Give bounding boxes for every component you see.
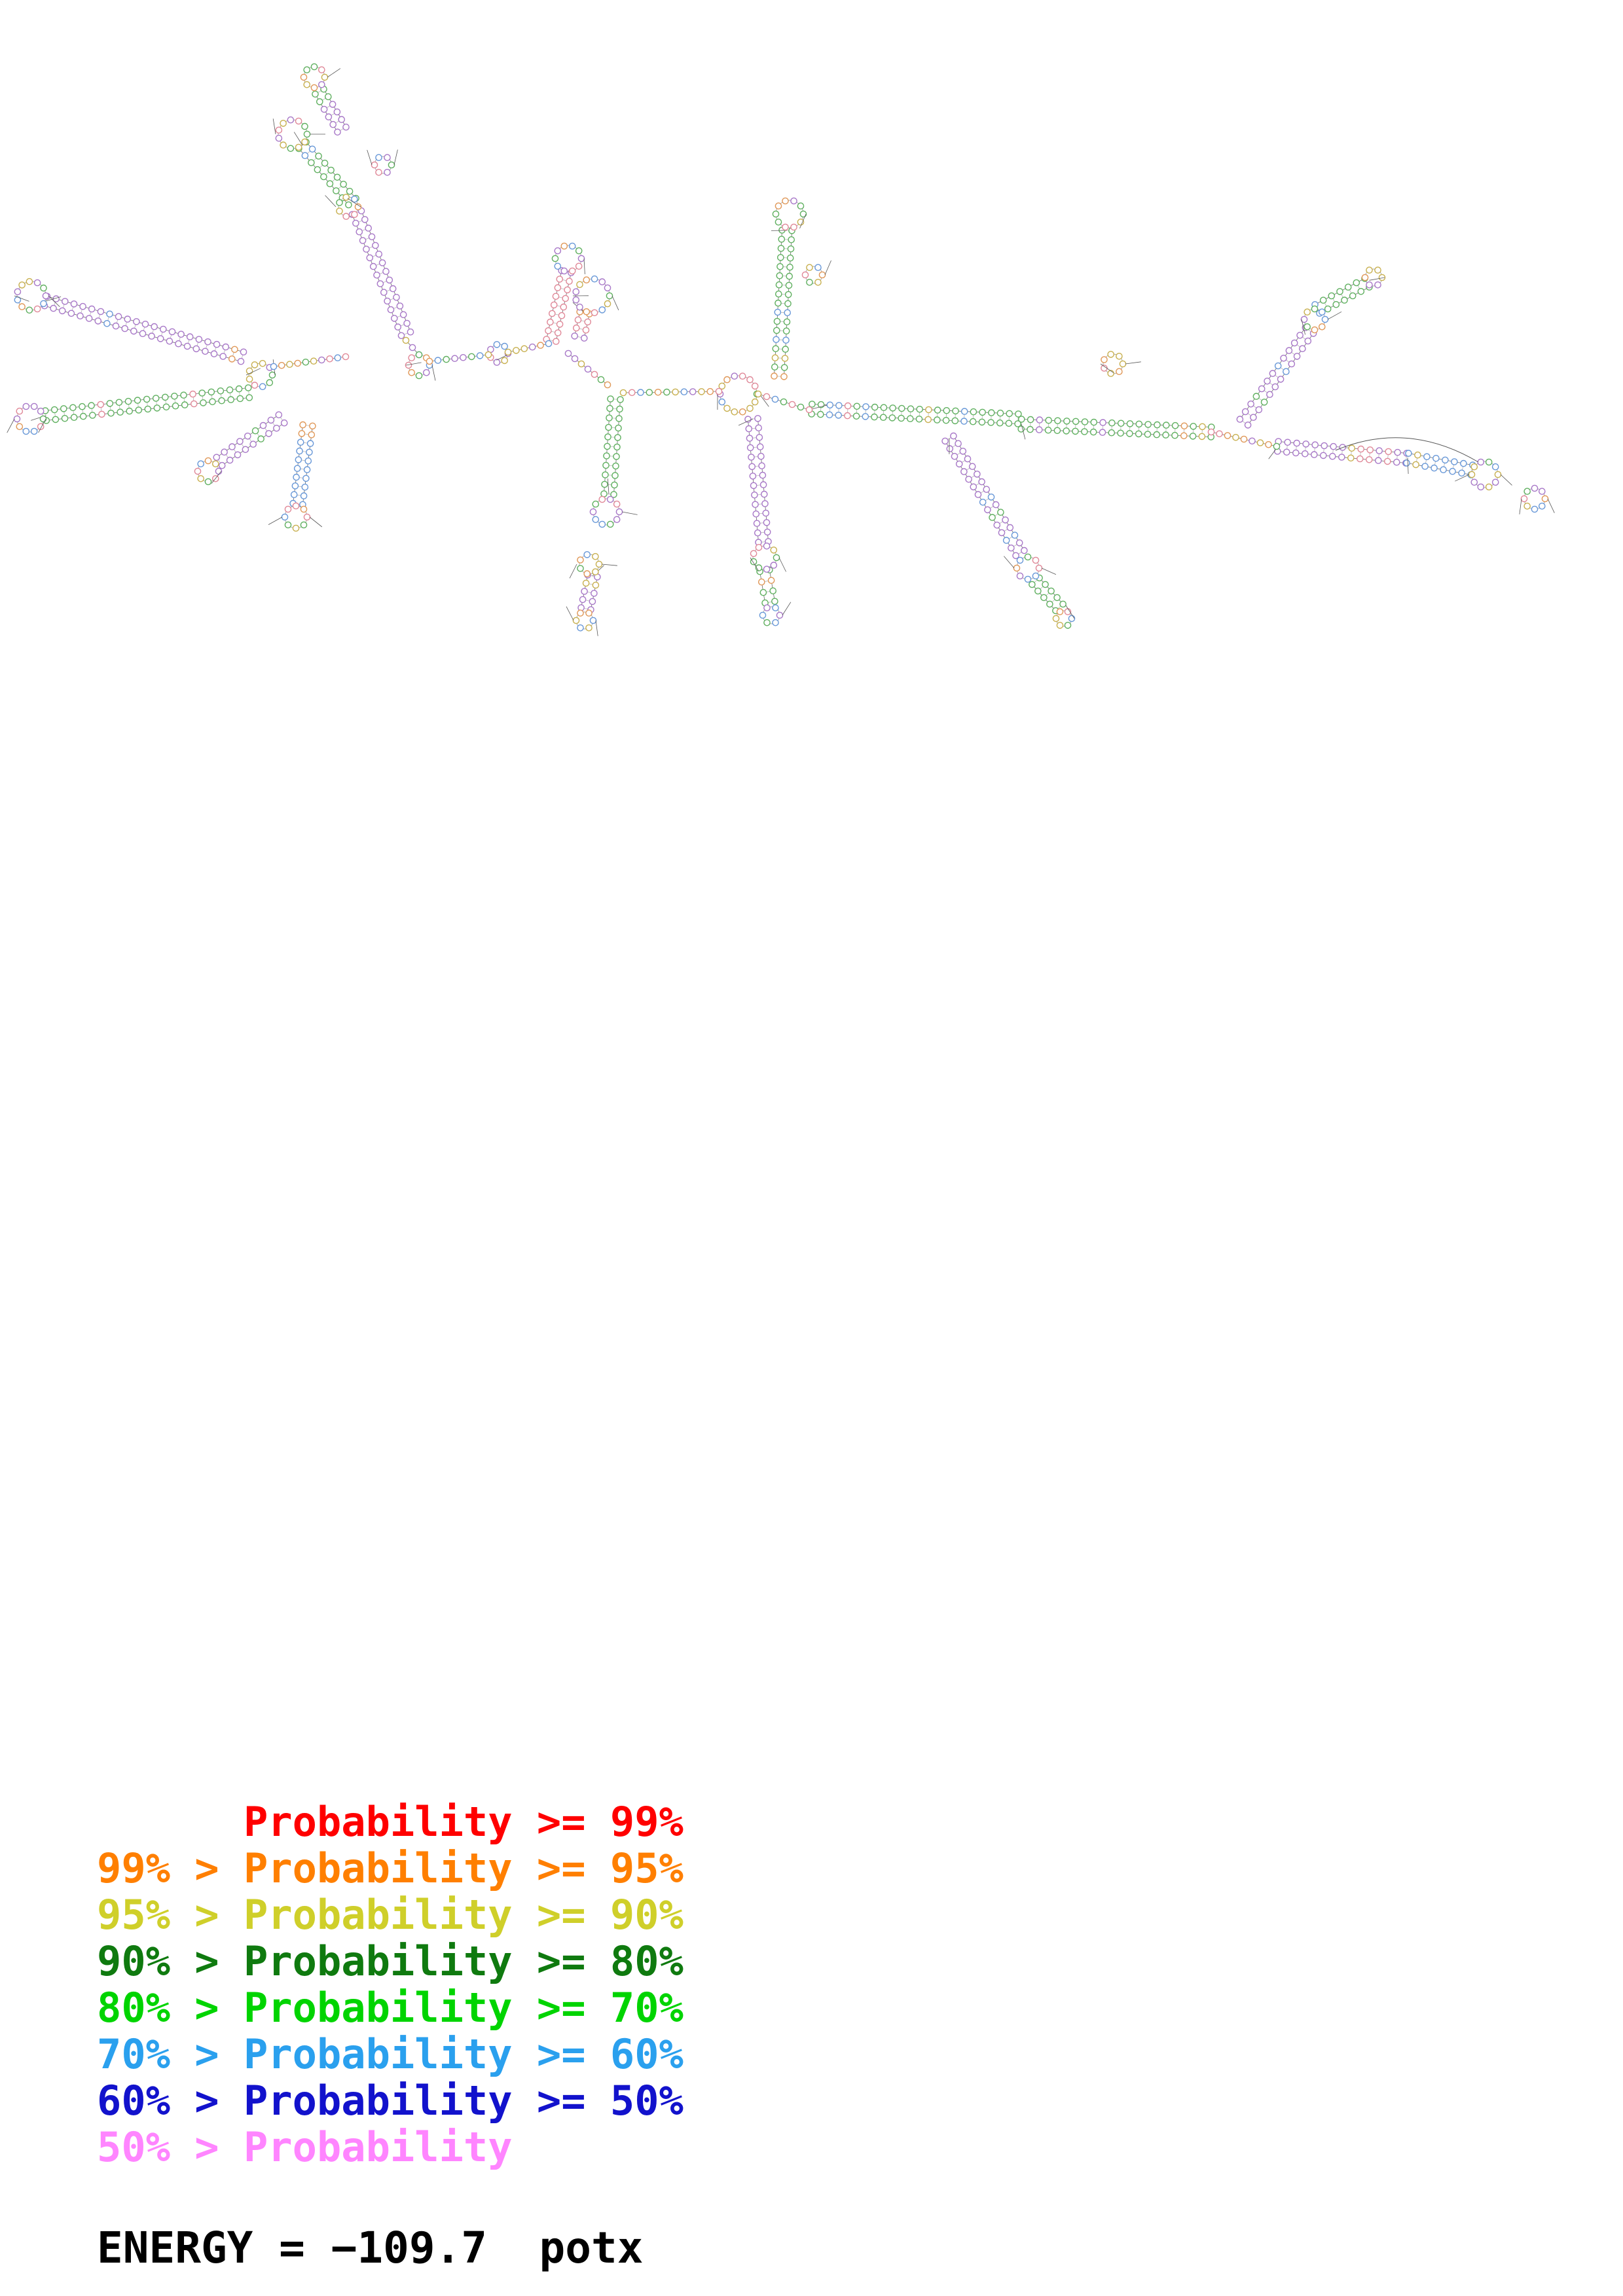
legend-entry-2: 95% > Probability >= 90% — [97, 1891, 684, 1939]
legend-entry-0: Probability >= 99% — [97, 1798, 684, 1846]
legend-entry-5: 70% > Probability >= 60% — [97, 2030, 684, 2078]
rna-secondary-structure-diagram — [7, 63, 1555, 636]
legend-entry-3: 90% > Probability >= 80% — [97, 1937, 684, 1985]
legend-entry-4: 80% > Probability >= 70% — [97, 1984, 684, 2032]
legend-entry-7: 50% > Probability — [97, 2123, 513, 2171]
legend-entry-6: 60% > Probability >= 50% — [97, 2077, 684, 2125]
legend-entry-1: 99% > Probability >= 95% — [97, 1844, 684, 1892]
energy-text: ENERGY = −109.7 potx — [97, 2223, 644, 2273]
probability-legend: Probability >= 99% 99% > Probability >= 9… — [97, 1799, 684, 2170]
